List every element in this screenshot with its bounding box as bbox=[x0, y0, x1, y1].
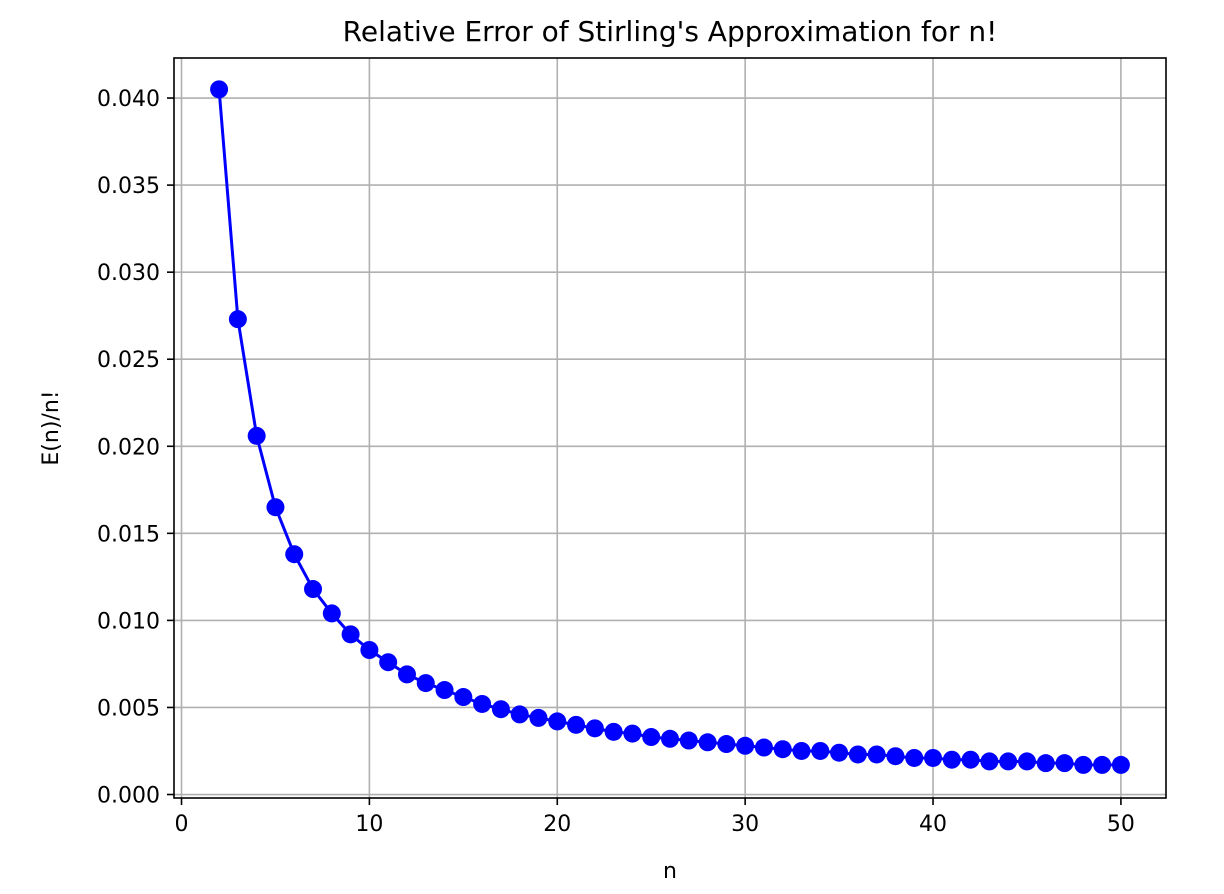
data-point bbox=[228, 310, 247, 329]
tick-layer: 0 10 20 30 40 50 0.000 0.005 0.010 0.015 0.020 0.02… bbox=[97, 87, 1135, 837]
data-point bbox=[454, 688, 473, 707]
data-point bbox=[210, 80, 229, 99]
data-point bbox=[773, 740, 792, 759]
y-axis-label: E(n)/n! bbox=[39, 390, 64, 465]
data-point bbox=[999, 752, 1018, 771]
data-point bbox=[416, 674, 435, 693]
data-point bbox=[623, 724, 642, 743]
data-point bbox=[1093, 755, 1112, 774]
x-tick-label: 0 bbox=[175, 812, 189, 837]
y-tick-label: 0.035 bbox=[97, 174, 160, 199]
data-point bbox=[867, 745, 886, 764]
x-tick-label: 50 bbox=[1107, 812, 1135, 837]
data-point bbox=[304, 580, 323, 599]
data-point bbox=[510, 705, 529, 724]
y-tick-label: 0.030 bbox=[97, 261, 160, 286]
data-point bbox=[886, 747, 905, 766]
y-tick-label: 0.025 bbox=[97, 348, 160, 373]
data-point bbox=[698, 733, 717, 752]
data-point bbox=[247, 426, 266, 445]
data-point bbox=[942, 750, 961, 769]
data-point bbox=[1074, 755, 1093, 774]
data-point bbox=[548, 712, 567, 731]
data-point bbox=[754, 738, 773, 757]
y-tick-label: 0.005 bbox=[97, 696, 160, 721]
data-point bbox=[585, 719, 604, 738]
chart-title: Relative Error of Stirling's Approximati… bbox=[343, 15, 998, 48]
x-axis-label: n bbox=[663, 859, 677, 884]
data-point bbox=[1017, 752, 1036, 771]
data-point bbox=[830, 743, 849, 762]
data-point bbox=[1111, 755, 1130, 774]
data-point bbox=[285, 545, 304, 564]
data-point bbox=[1055, 754, 1074, 773]
grid-layer bbox=[174, 58, 1166, 798]
data-point bbox=[642, 728, 661, 747]
y-tick-label: 0.020 bbox=[97, 435, 160, 460]
data-point bbox=[435, 681, 454, 700]
x-tick-label: 40 bbox=[919, 812, 947, 837]
y-tick-label: 0.040 bbox=[97, 87, 160, 112]
plot-frame bbox=[173, 57, 1167, 799]
x-tick-label: 20 bbox=[543, 812, 571, 837]
data-point bbox=[661, 729, 679, 748]
data-point bbox=[604, 722, 623, 741]
series-line bbox=[217, 89, 1121, 767]
data-point bbox=[491, 700, 510, 719]
data-point bbox=[717, 735, 736, 754]
y-tick-label: 0.010 bbox=[97, 609, 160, 634]
data-point bbox=[792, 741, 811, 760]
data-point bbox=[736, 736, 755, 755]
data-point bbox=[567, 715, 586, 734]
data-point bbox=[322, 604, 341, 623]
data-point bbox=[961, 750, 980, 769]
data-point bbox=[980, 752, 999, 771]
series-layer bbox=[210, 80, 1130, 774]
y-tick-label: 0.015 bbox=[97, 522, 160, 547]
data-point bbox=[1036, 754, 1055, 773]
data-point bbox=[529, 708, 548, 727]
data-point bbox=[905, 748, 924, 767]
x-tick-label: 10 bbox=[355, 812, 383, 837]
data-point bbox=[397, 665, 416, 684]
x-tick-label: 30 bbox=[731, 812, 759, 837]
data-point bbox=[924, 748, 943, 767]
data-point bbox=[848, 745, 867, 764]
data-point bbox=[341, 625, 360, 644]
data-point bbox=[679, 731, 698, 750]
data-point bbox=[360, 641, 379, 659]
data-point bbox=[379, 653, 398, 672]
data-point bbox=[473, 694, 492, 713]
data-point bbox=[811, 741, 830, 760]
data-point bbox=[266, 498, 285, 517]
y-tick-label: 0.000 bbox=[97, 784, 160, 809]
